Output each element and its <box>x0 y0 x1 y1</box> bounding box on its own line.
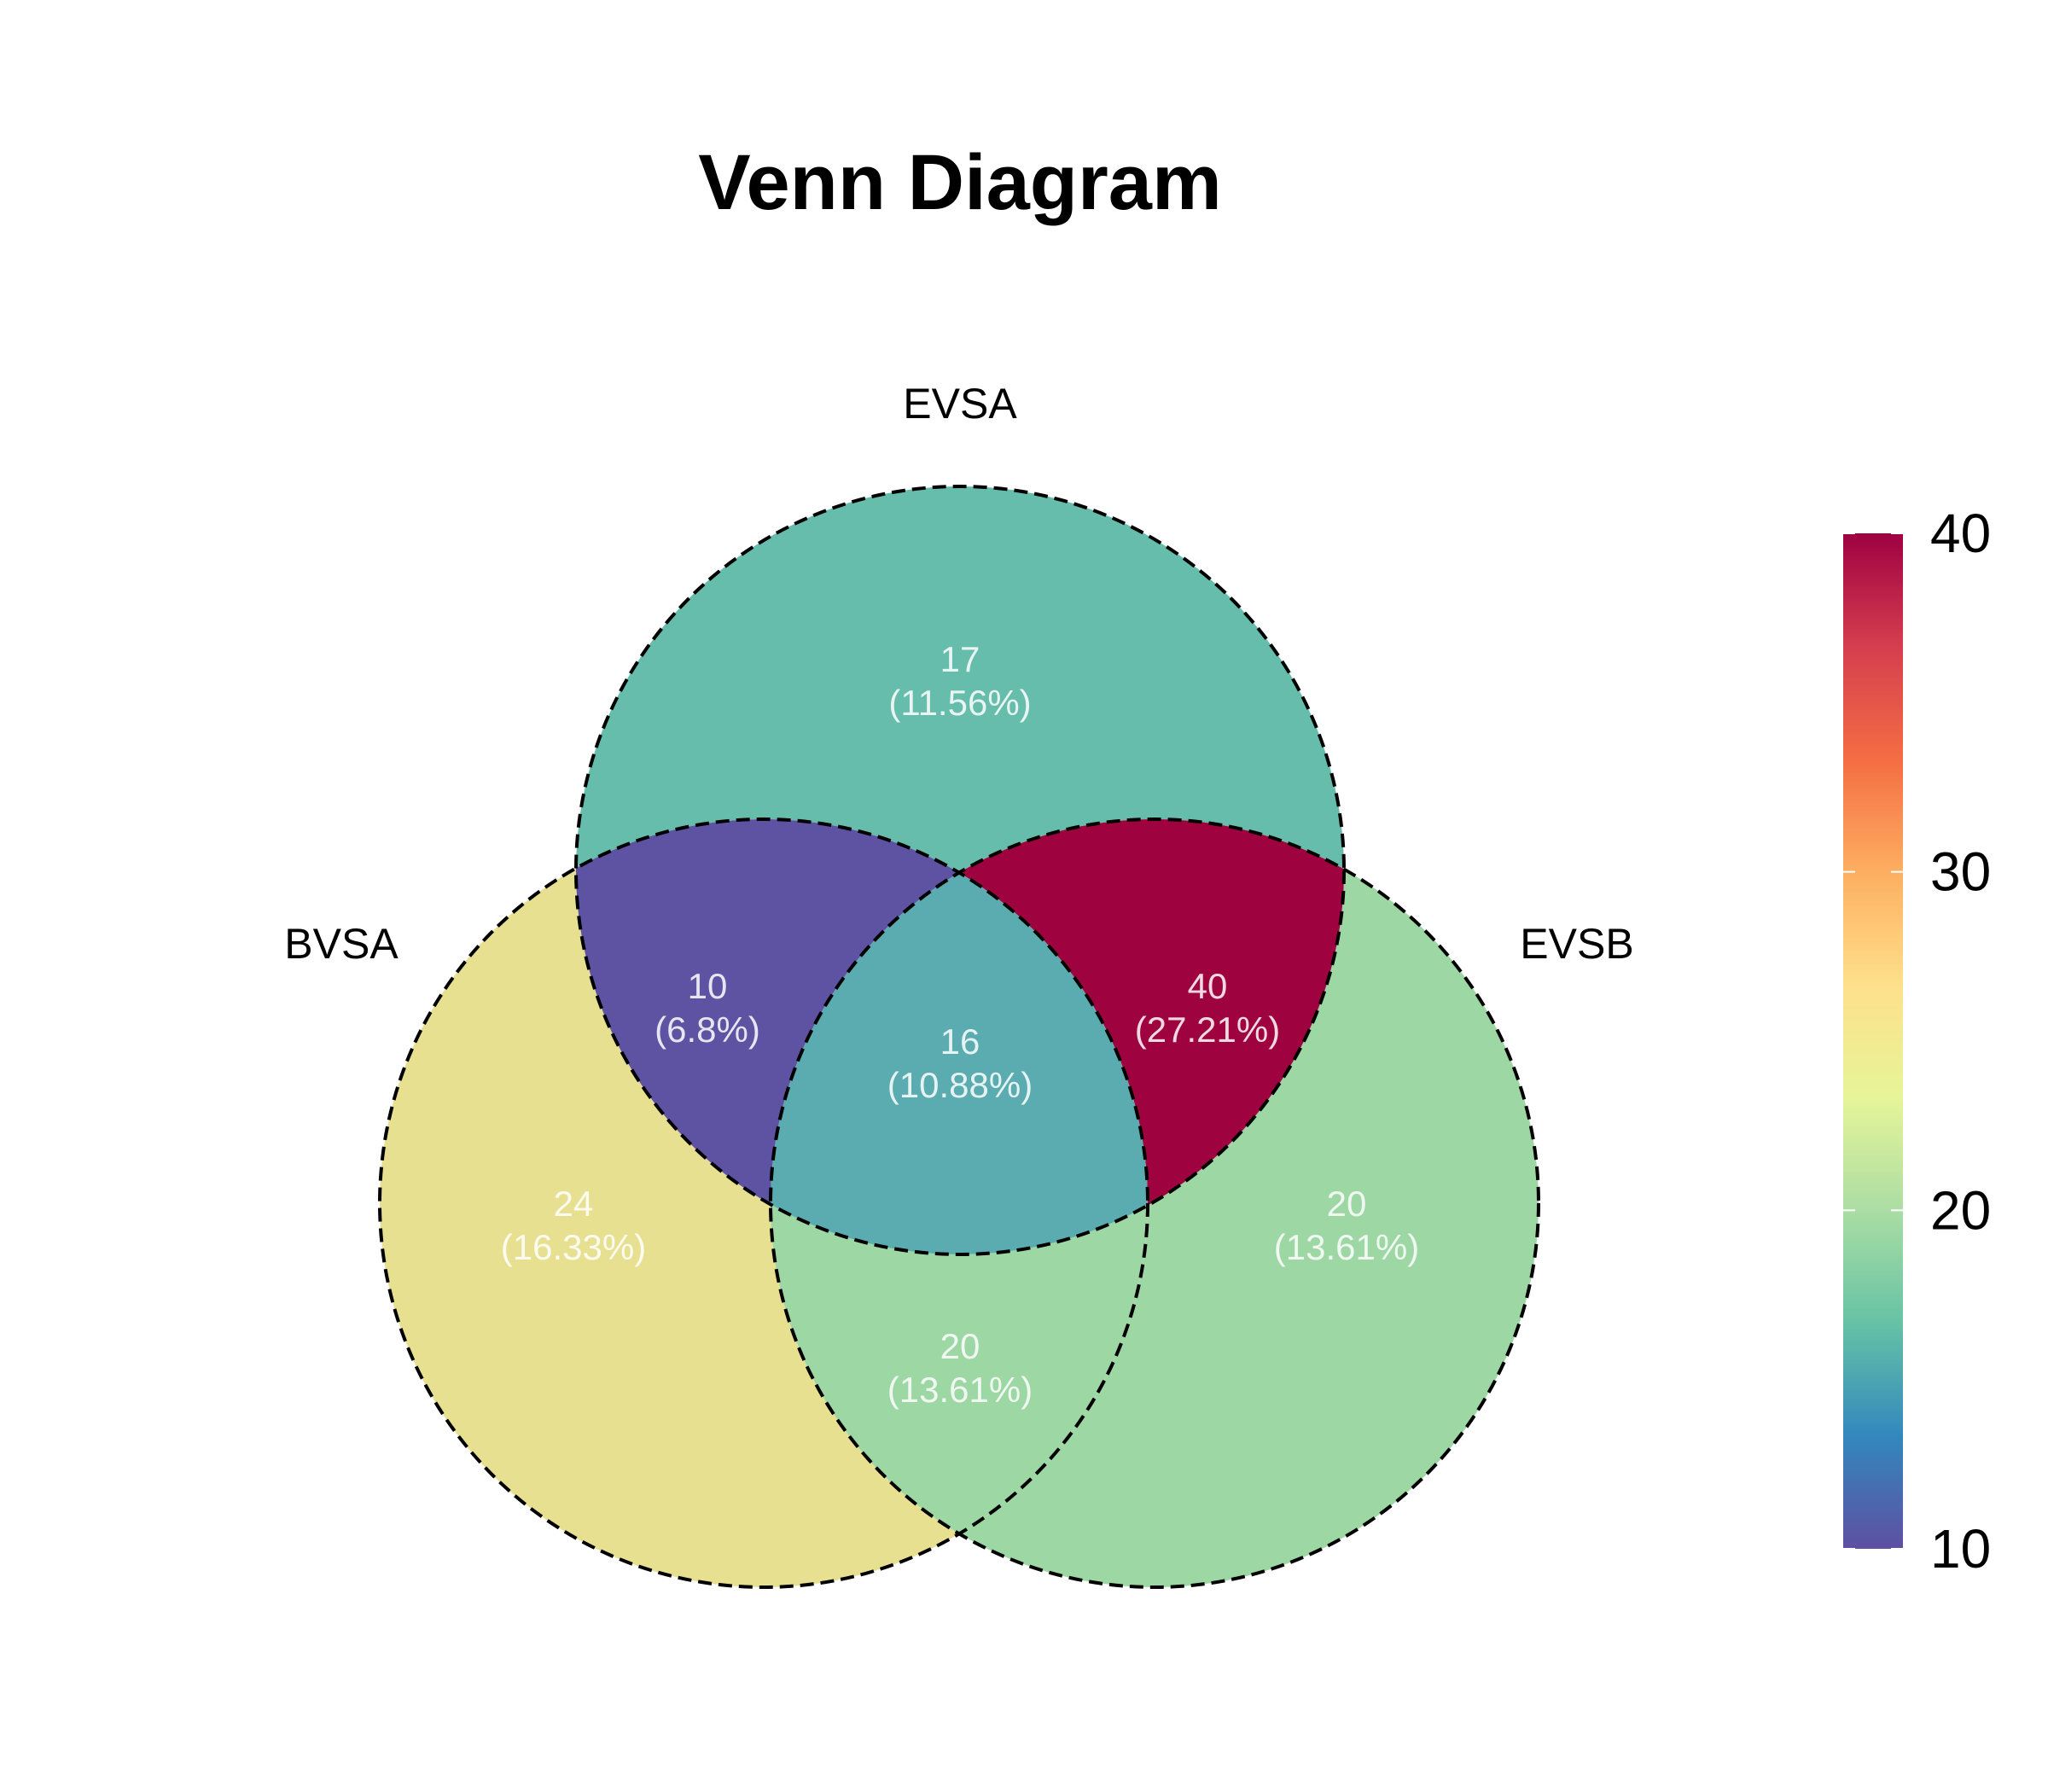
percent-bvsa-evsa: (6.8%) <box>655 1009 760 1050</box>
outline-evsb <box>769 817 1540 1589</box>
region-label-evsb-only: 20 (13.61%) <box>1274 1184 1419 1267</box>
set-label-evsb: EVSB <box>1520 920 1633 968</box>
region-all-three <box>771 819 1148 1254</box>
colorbar-gradient <box>1843 533 1903 1549</box>
region-label-evsa-only: 17 (11.56%) <box>888 639 1031 723</box>
region-label-bvsa-evsb: 20 (13.61%) <box>887 1326 1033 1410</box>
count-all-three: 16 <box>940 1021 980 1062</box>
percent-all-three: (10.88%) <box>887 1065 1033 1105</box>
percent-evsa-evsb: (27.21%) <box>1135 1009 1280 1050</box>
colorbar-tick-label: 10 <box>1930 1518 1991 1580</box>
region-label-all-three: 16 (10.88%) <box>887 1021 1033 1105</box>
count-bvsa-only: 24 <box>554 1184 594 1224</box>
count-bvsa-evsb: 20 <box>940 1326 980 1366</box>
set-outlines <box>378 485 1540 1589</box>
colorbar: 10 20 30 40 <box>1843 503 1991 1580</box>
count-evsb-only: 20 <box>1327 1184 1367 1224</box>
percent-evsb-only: (13.61%) <box>1274 1227 1419 1267</box>
count-evsa-evsb: 40 <box>1188 966 1228 1006</box>
count-bvsa-evsa: 10 <box>688 966 728 1006</box>
region-label-evsa-evsb: 40 (27.21%) <box>1135 966 1280 1050</box>
percent-evsa-only: (11.56%) <box>888 683 1031 723</box>
outline-bvsa <box>378 817 1149 1589</box>
count-evsa-only: 17 <box>940 639 980 679</box>
chart-title: Venn Diagram <box>698 139 1222 226</box>
colorbar-tick-label: 20 <box>1930 1179 1991 1241</box>
colorbar-tick-label: 40 <box>1930 503 1991 564</box>
region-label-bvsa-only: 24 (16.33%) <box>501 1184 646 1267</box>
percent-bvsa-only: (16.33%) <box>501 1227 646 1267</box>
percent-bvsa-evsb: (13.61%) <box>887 1370 1033 1410</box>
colorbar-ticks: 10 20 30 40 <box>1843 503 1991 1580</box>
region-label-bvsa-evsa: 10 (6.8%) <box>655 966 760 1050</box>
colorbar-tick-label: 30 <box>1930 841 1991 903</box>
set-label-bvsa: BVSA <box>284 920 399 968</box>
set-label-evsa: EVSA <box>903 380 1017 428</box>
